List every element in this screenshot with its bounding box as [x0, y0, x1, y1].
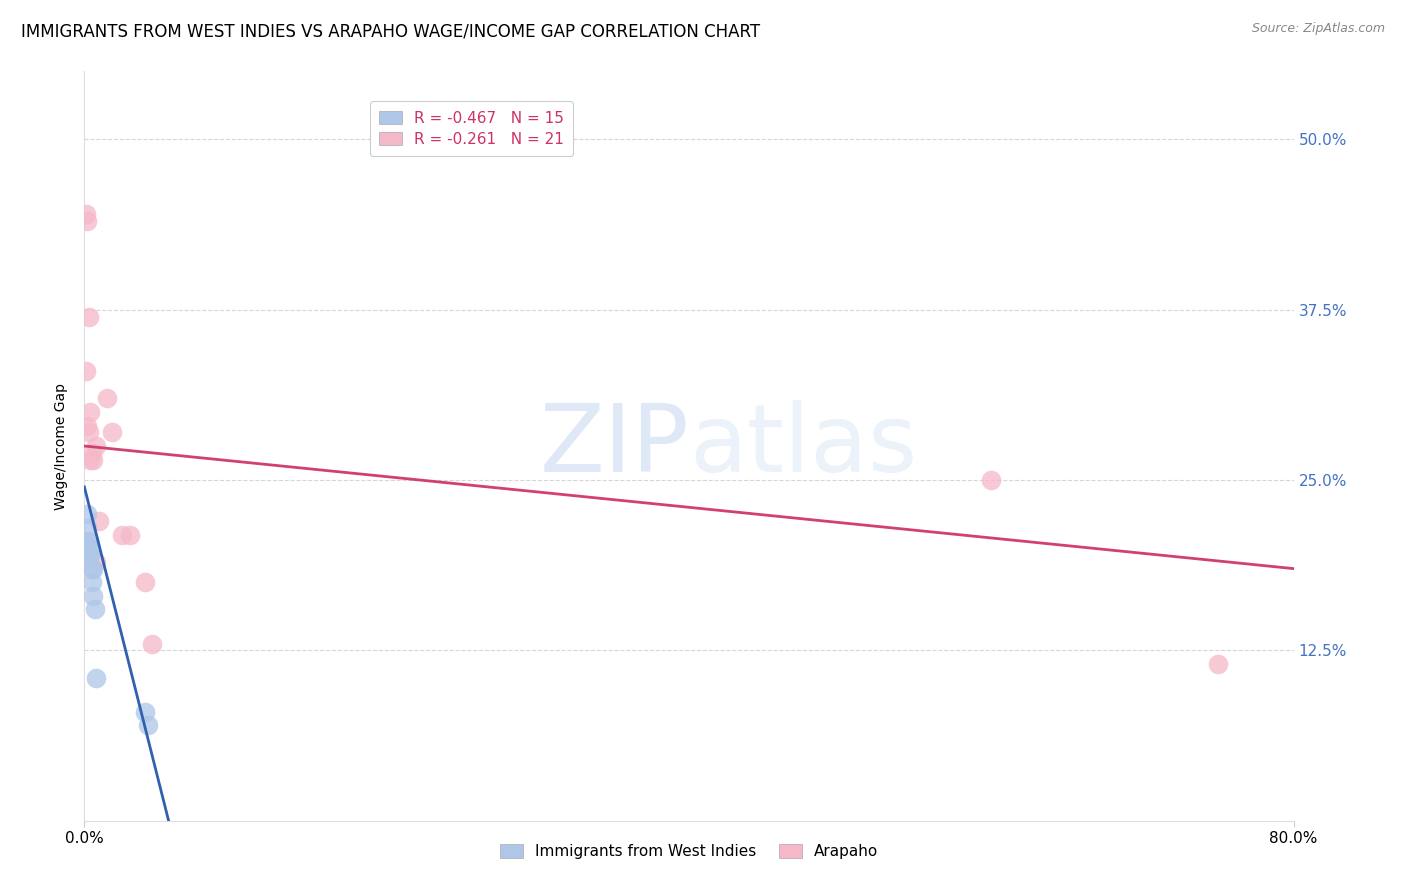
Point [111, 527, 134, 541]
Y-axis label: Wage/Income Gap: Wage/Income Gap [55, 383, 69, 509]
Point [96, 392, 118, 406]
Point [75, 364, 97, 378]
Point [80, 561, 103, 575]
Point [77, 534, 100, 549]
Point [82, 589, 104, 603]
Point [76, 507, 98, 521]
Point [79, 548, 101, 562]
Legend: Immigrants from West Indies, Arapaho: Immigrants from West Indies, Arapaho [494, 838, 884, 865]
Point [82, 452, 104, 467]
Point [86, 671, 108, 685]
Point [79, 452, 101, 467]
Point [136, 718, 159, 732]
Point [77, 310, 100, 324]
Point [79, 405, 101, 419]
Point [89, 514, 111, 528]
Point [84, 602, 107, 616]
Point [76, 521, 98, 535]
Point [134, 705, 156, 719]
Point [100, 425, 122, 440]
Point [80, 575, 103, 590]
Text: atlas: atlas [689, 400, 917, 492]
Point [77, 425, 100, 440]
Point [134, 575, 156, 590]
Point [86, 555, 108, 569]
Point [76, 214, 98, 228]
Point [80, 446, 103, 460]
Point [86, 439, 108, 453]
Text: IMMIGRANTS FROM WEST INDIES VS ARAPAHO WAGE/INCOME GAP CORRELATION CHART: IMMIGRANTS FROM WEST INDIES VS ARAPAHO W… [21, 22, 761, 40]
Point [75, 534, 97, 549]
Point [76, 418, 98, 433]
Point [79, 541, 101, 556]
Point [118, 527, 141, 541]
Point [75, 207, 97, 221]
Point [77, 548, 100, 562]
Text: ZIP: ZIP [540, 400, 689, 492]
Point [980, 473, 1002, 487]
Point [82, 561, 104, 575]
Text: Source: ZipAtlas.com: Source: ZipAtlas.com [1251, 22, 1385, 36]
Point [1206, 657, 1229, 671]
Point [141, 636, 163, 650]
